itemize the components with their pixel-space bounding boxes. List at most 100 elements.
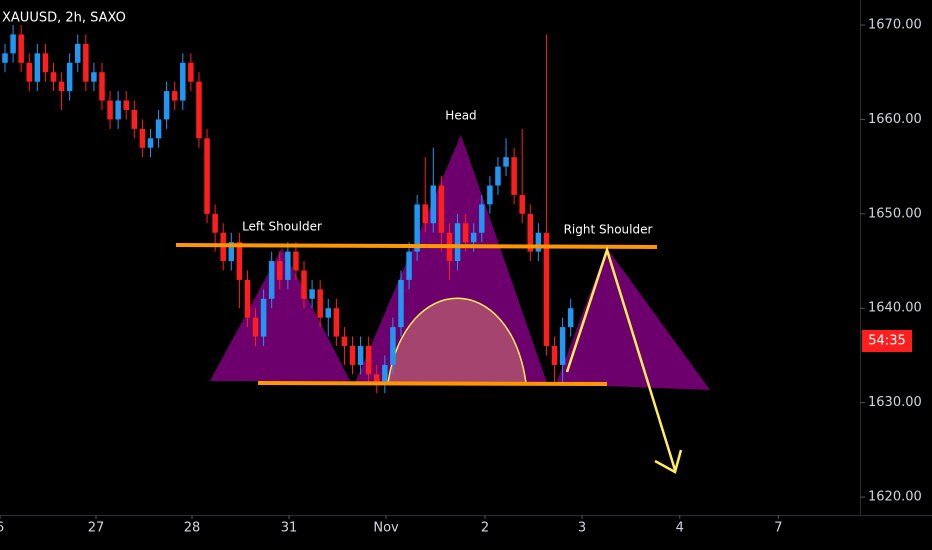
countdown-label: 54:35 xyxy=(868,334,905,349)
candle-body xyxy=(268,261,275,299)
candle-body xyxy=(503,157,509,167)
candle-body xyxy=(414,204,420,252)
candle-body xyxy=(527,213,534,252)
arrow-head xyxy=(654,449,683,474)
candle-body xyxy=(543,232,550,347)
x-tick-label: Nov xyxy=(373,521,399,536)
candle-body xyxy=(309,289,315,299)
candle-body xyxy=(107,100,113,120)
x-tick-label: 6 xyxy=(0,521,4,536)
candle-body xyxy=(115,100,121,120)
candle-body xyxy=(454,223,461,262)
candle-body xyxy=(10,34,16,54)
candle-body xyxy=(171,91,178,101)
candle-body xyxy=(535,232,542,252)
y-tick-label: 1670.00 xyxy=(868,18,922,33)
candle-body xyxy=(495,166,501,186)
candle-body xyxy=(74,43,81,63)
candle-body xyxy=(131,109,138,129)
x-tick-label: 27 xyxy=(88,521,105,536)
support-line xyxy=(257,381,608,386)
candles xyxy=(2,25,574,394)
candle-body xyxy=(83,43,89,82)
neckline xyxy=(175,243,658,249)
candle-body xyxy=(99,72,105,101)
y-tick-label: 1630.00 xyxy=(868,395,922,410)
candle-body xyxy=(390,327,396,365)
candle-body xyxy=(559,327,566,365)
candle-body xyxy=(551,346,558,365)
candle-body xyxy=(91,72,97,82)
candle-body xyxy=(422,204,428,224)
candle-body xyxy=(26,62,33,82)
candle-body xyxy=(357,346,364,365)
candle-body xyxy=(252,317,259,337)
candle-body xyxy=(398,279,404,328)
pattern-lines xyxy=(175,243,683,474)
left-shoulder-triangle xyxy=(210,248,350,381)
y-tick-label: 1620.00 xyxy=(868,490,922,505)
candle-body xyxy=(438,185,445,233)
candle-body xyxy=(487,185,493,205)
candle-body xyxy=(18,34,24,63)
y-tick-label: 1640.00 xyxy=(868,301,922,316)
candle-body xyxy=(382,364,388,384)
candle-body xyxy=(462,223,469,243)
candle-body xyxy=(567,308,574,328)
annotation: Left Shoulder xyxy=(242,220,322,234)
candle-body xyxy=(325,308,332,318)
candle-body xyxy=(196,81,202,139)
candle-body xyxy=(470,232,477,243)
candle-body xyxy=(42,53,49,73)
countdown-box xyxy=(862,330,912,352)
candle-body xyxy=(317,289,323,318)
annotation: Head xyxy=(445,109,476,123)
candle-body xyxy=(349,346,356,365)
candle-body xyxy=(50,72,57,82)
head-arc xyxy=(387,297,527,384)
candle-body xyxy=(180,62,186,101)
candle-body xyxy=(244,279,251,318)
x-tick-label: 7 xyxy=(774,521,782,536)
candle-body xyxy=(277,261,283,280)
annotation: Right Shoulder xyxy=(564,223,653,237)
candle-body xyxy=(155,119,162,139)
candle-body xyxy=(293,251,299,271)
y-tick-label: 1650.00 xyxy=(868,206,922,221)
candle-body xyxy=(511,157,517,195)
candle-body xyxy=(66,62,73,92)
axes: 1620.00 1630.00 1640.00 1650.00 1660.00 1670.… xyxy=(0,18,922,536)
candle-body xyxy=(188,62,194,82)
candle-body xyxy=(333,308,340,337)
candle-body xyxy=(341,336,348,347)
candle-body xyxy=(373,374,380,384)
candle-body xyxy=(228,242,235,262)
candle-body xyxy=(406,251,412,280)
candle-body xyxy=(34,53,41,82)
x-tick-label: 3 xyxy=(578,521,586,536)
candle-body xyxy=(430,185,437,224)
candle-body xyxy=(2,53,8,63)
candle-body xyxy=(519,194,525,214)
candle-body xyxy=(365,346,372,375)
y-tick-label: 1660.00 xyxy=(868,112,922,127)
chart-title: XAUUSD, 2h, SAXO xyxy=(2,11,126,26)
candle-body xyxy=(123,100,129,110)
candle-body xyxy=(212,213,218,233)
right-shoulder-triangle xyxy=(556,248,710,390)
candle-body xyxy=(163,91,170,120)
candle-body xyxy=(58,81,65,92)
x-tick-label: 31 xyxy=(281,521,298,536)
x-tick-label: 28 xyxy=(184,521,201,536)
x-tick-label: 4 xyxy=(676,521,684,536)
candle-body xyxy=(260,298,267,337)
pattern-drawings xyxy=(210,135,710,390)
x-tick-label: 2 xyxy=(481,521,489,536)
projection-arrow xyxy=(565,245,677,471)
candle-body xyxy=(139,128,146,148)
candle-body xyxy=(204,138,210,214)
candle-body xyxy=(147,138,154,148)
candle-body xyxy=(479,204,485,233)
